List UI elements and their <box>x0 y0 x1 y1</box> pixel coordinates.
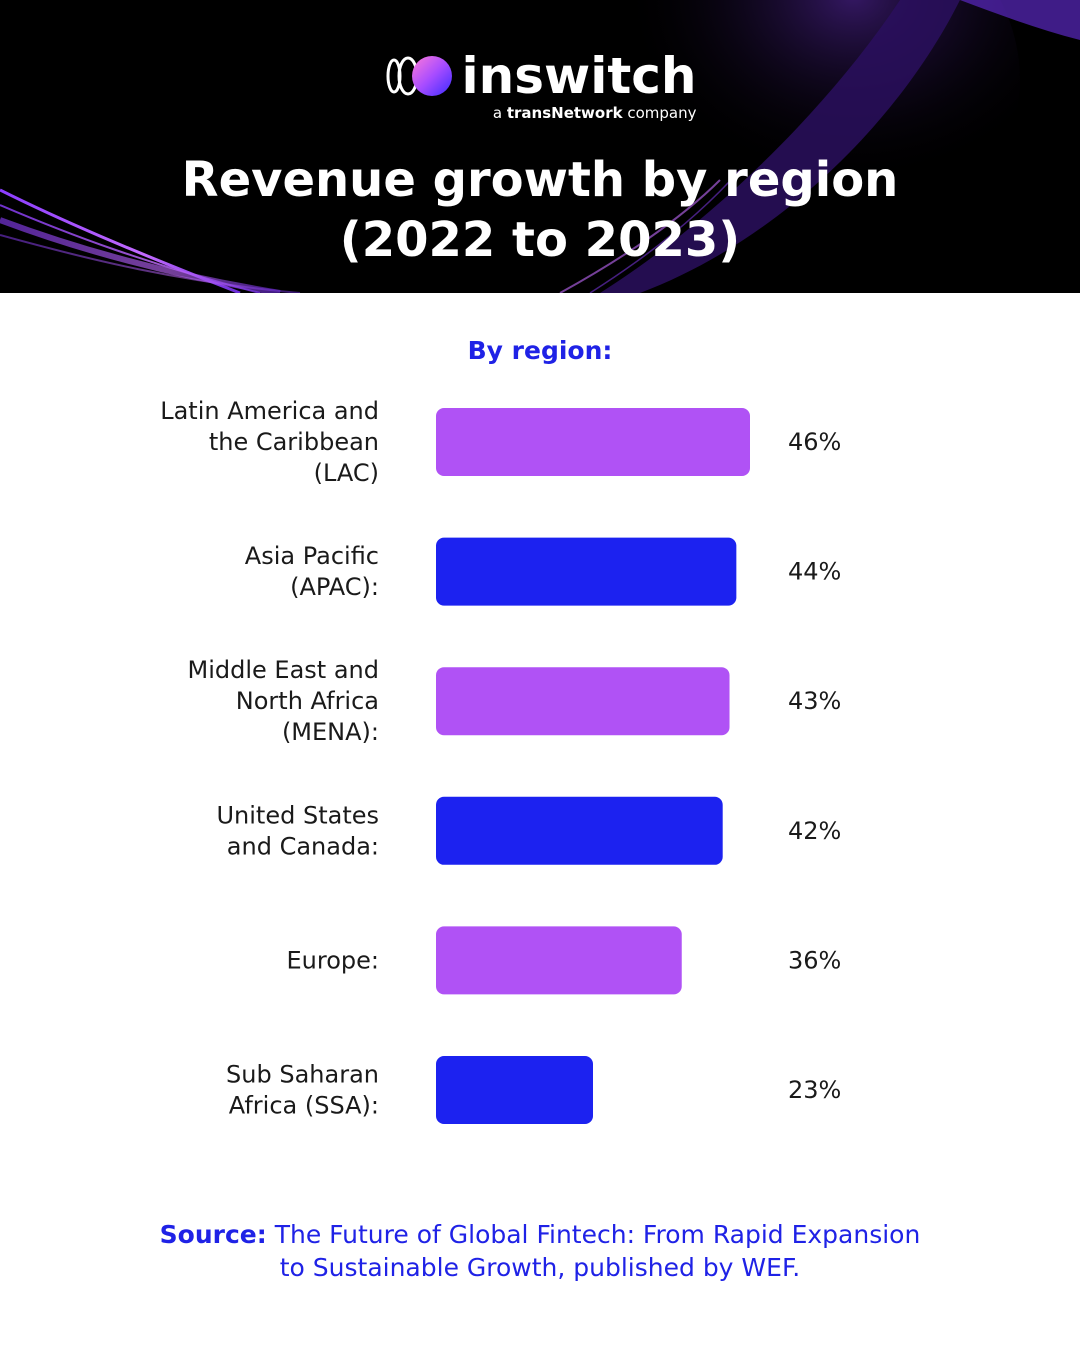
header-banner: inswitch a transNetwork company Revenue … <box>0 0 1080 293</box>
category-label: Africa (SSA): <box>229 1092 379 1120</box>
category-label: Latin America and <box>160 397 379 425</box>
bar-row: United States and Canada: 42% <box>216 796 841 865</box>
decorative-waves <box>0 0 1080 293</box>
bar <box>436 1056 593 1124</box>
source-text: The Future of Global Fintech: From Rapid… <box>266 1220 921 1282</box>
value-label: 44% <box>788 558 841 586</box>
bar <box>436 667 730 736</box>
category-label: (MENA): <box>282 718 379 746</box>
category-label: (LAC) <box>314 459 379 487</box>
value-label: 42% <box>788 817 841 845</box>
category-label: United States <box>216 801 379 829</box>
bar <box>436 796 723 865</box>
bar-chart: Latin America and the Caribbean (LAC) 46% As… <box>160 397 842 1124</box>
bar-row: Middle East and North Africa (MENA): 43% <box>188 656 842 746</box>
tagline-suffix: company <box>622 104 697 122</box>
bar <box>436 408 750 476</box>
tagline-bold: transNetwork <box>506 104 623 122</box>
chart-title: By region: <box>467 336 613 365</box>
category-label: (APAC): <box>290 573 379 601</box>
brand-logo: inswitch a transNetwork company <box>0 48 1080 122</box>
brand-tagline: a transNetwork company <box>493 104 697 122</box>
bar <box>436 926 682 995</box>
category-label: the Caribbean <box>209 428 379 456</box>
category-label: and Canada: <box>227 832 379 860</box>
title-line-1: Revenue growth by region <box>181 152 899 208</box>
value-label: 23% <box>788 1076 841 1104</box>
bar-row: Asia Pacific (APAC): 44% <box>245 537 841 606</box>
category-label: North Africa <box>236 687 379 715</box>
source-note: Source: The Future of Global Fintech: Fr… <box>150 1218 930 1284</box>
bar-row: Latin America and the Caribbean (LAC) 46% <box>160 397 841 487</box>
brand-name: inswitch <box>461 47 697 105</box>
source-label: Source: <box>159 1220 267 1249</box>
category-label: Europe: <box>287 946 379 974</box>
value-label: 36% <box>788 946 841 974</box>
bar-row: Sub Saharan Africa (SSA): 23% <box>226 1056 841 1124</box>
category-label: Middle East and <box>188 656 379 684</box>
category-label: Sub Saharan <box>226 1061 379 1089</box>
page-title: Revenue growth by region (2022 to 2023) <box>0 150 1080 270</box>
tagline-prefix: a <box>492 104 507 122</box>
value-label: 43% <box>788 687 841 715</box>
bar <box>436 537 737 606</box>
title-line-2: (2022 to 2023) <box>339 212 741 268</box>
bar-row: Europe: 36% <box>287 926 841 995</box>
category-label: Asia Pacific <box>245 542 379 570</box>
value-label: 46% <box>788 428 841 456</box>
inswitch-logo-icon <box>386 56 452 96</box>
